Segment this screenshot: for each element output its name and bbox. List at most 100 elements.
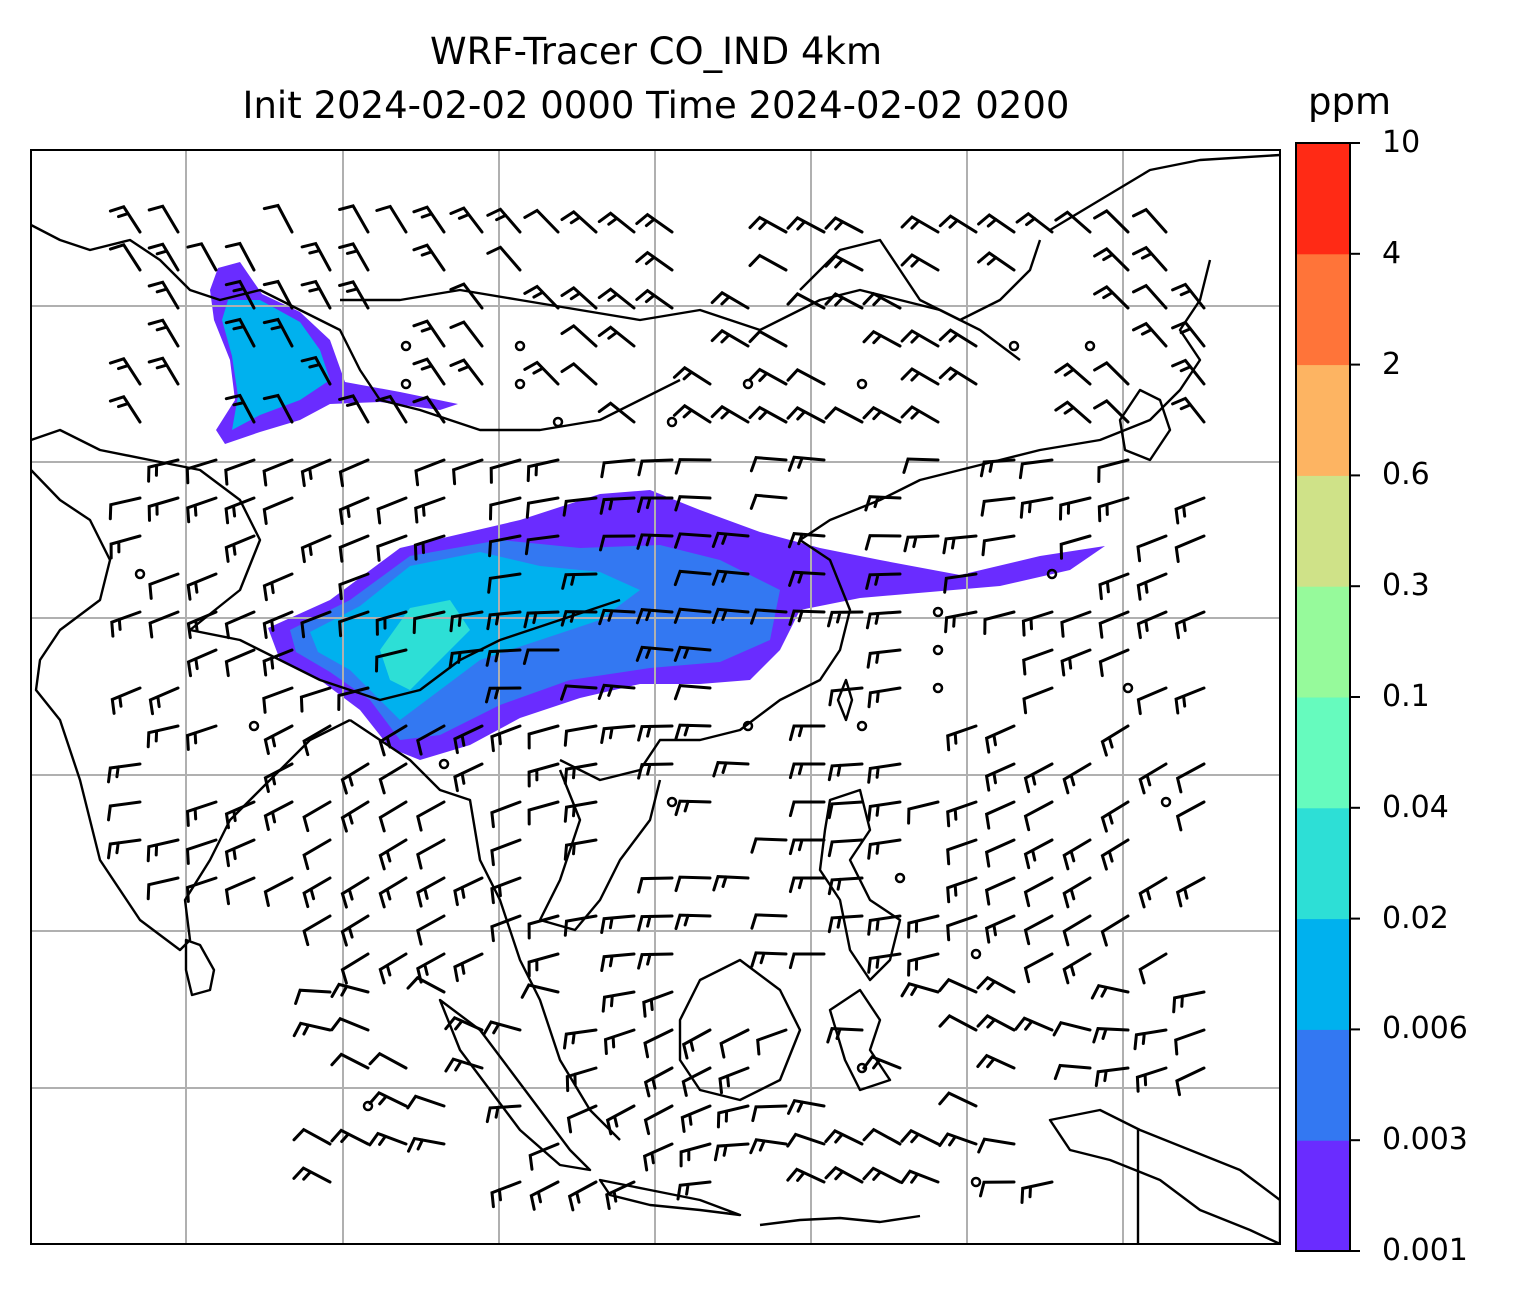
wind-barb [407, 1136, 446, 1153]
wind-barb [485, 1104, 522, 1124]
wind-barb [527, 762, 560, 788]
wind-barb [637, 914, 674, 932]
wind-barb [486, 245, 522, 272]
wind-barb [1062, 838, 1092, 871]
wind-barb [605, 1104, 636, 1136]
wind-barb [1053, 1063, 1092, 1081]
wind-barb [750, 837, 788, 854]
wind-barb [862, 1055, 902, 1070]
wind-barb [1022, 686, 1054, 715]
wind-barb [979, 1180, 1016, 1198]
wind-barb [449, 358, 484, 386]
wind-barb [300, 458, 332, 488]
wind-barb [148, 572, 180, 600]
wind-barb [302, 838, 332, 871]
wind-barb [148, 686, 180, 716]
wind-barb [1023, 762, 1054, 794]
wind-barb [449, 320, 484, 348]
map-title-line1: WRF-Tracer CO_IND 4km [430, 30, 882, 73]
colorbar-tick-label: 0.6 [1382, 457, 1430, 493]
wind-barb [597, 211, 636, 234]
wind-barb [146, 876, 180, 901]
wind-barb [1136, 610, 1168, 640]
wind-barb [864, 495, 902, 512]
wind-barb [107, 838, 142, 860]
wind-barb [1097, 496, 1130, 523]
wind-barb [635, 212, 674, 234]
coastline-java [598, 1178, 742, 1217]
wind-barb [300, 610, 332, 639]
wind-barb [560, 286, 598, 310]
wind-barb [406, 975, 446, 994]
wind-barb [563, 724, 598, 747]
wind-barb [600, 914, 636, 934]
wind-barb [637, 952, 674, 970]
wind-barb [338, 534, 370, 563]
wind-barb [946, 838, 978, 866]
coastline-northeast [1049, 153, 1280, 232]
wind-barb [1100, 800, 1130, 833]
wind-barb [449, 610, 484, 633]
wind-barb [643, 1028, 674, 1059]
calm-wind-marker [438, 758, 450, 770]
wind-barb [827, 610, 864, 628]
wind-barb [600, 724, 636, 744]
wind-barb [448, 648, 484, 669]
wind-barb [862, 405, 902, 424]
wind-barb [375, 610, 408, 636]
wind-barb [788, 609, 826, 626]
wind-barb [900, 982, 940, 998]
wind-barb [224, 496, 256, 525]
coastline-sulawesi [828, 988, 892, 1092]
wind-barb [676, 1180, 712, 1201]
wind-barb [490, 800, 522, 829]
colorbar-tick-label: 0.3 [1382, 568, 1430, 604]
wind-barb [681, 1028, 712, 1060]
wind-barb [637, 724, 674, 742]
wind-barb [527, 800, 560, 826]
wind-barb [262, 393, 294, 424]
wind-barb [672, 365, 712, 386]
coastline-korea [1118, 388, 1172, 462]
wind-barb [788, 876, 826, 894]
wind-barb [1023, 800, 1054, 832]
wind-barb [444, 1015, 484, 1032]
colorbar-tick-label: 2 [1382, 346, 1402, 382]
wind-barb [862, 291, 902, 310]
wind-barb [523, 360, 560, 386]
wind-barb [1100, 838, 1130, 871]
wind-barb [527, 914, 560, 940]
wind-barb [185, 876, 218, 903]
wind-barb [262, 458, 294, 487]
calm-wind-marker [894, 872, 906, 884]
wind-barb [330, 1128, 370, 1146]
wind-barb [984, 724, 1016, 754]
wind-barb [416, 724, 446, 756]
wind-barb [976, 1053, 1016, 1070]
wind-barb [1175, 1066, 1206, 1097]
wind-barb [108, 357, 142, 386]
wind-barb [1136, 534, 1168, 563]
wind-barb [983, 610, 1016, 635]
wind-barb [262, 496, 294, 525]
wind-barb [487, 572, 522, 594]
wind-barb [1100, 724, 1130, 757]
wind-barb [378, 762, 408, 795]
wind-barb [674, 532, 712, 549]
calm-wind-marker [400, 340, 412, 352]
wind-barb [340, 876, 370, 909]
wind-barb [907, 914, 940, 939]
wind-barb [1098, 648, 1130, 678]
wind-barb [1132, 283, 1168, 310]
wind-barb [903, 534, 940, 553]
wind-barb [680, 1104, 712, 1133]
wind-barb [786, 368, 826, 386]
wind-barb [642, 1142, 674, 1172]
wind-barb [1015, 211, 1054, 234]
wind-barb [263, 800, 294, 831]
wind-barb [938, 366, 978, 386]
wind-barb [1171, 282, 1206, 310]
wind-barb [1174, 534, 1206, 563]
colorbar-tick-label: 0.04 [1382, 789, 1449, 825]
wind-barb [1097, 458, 1130, 483]
